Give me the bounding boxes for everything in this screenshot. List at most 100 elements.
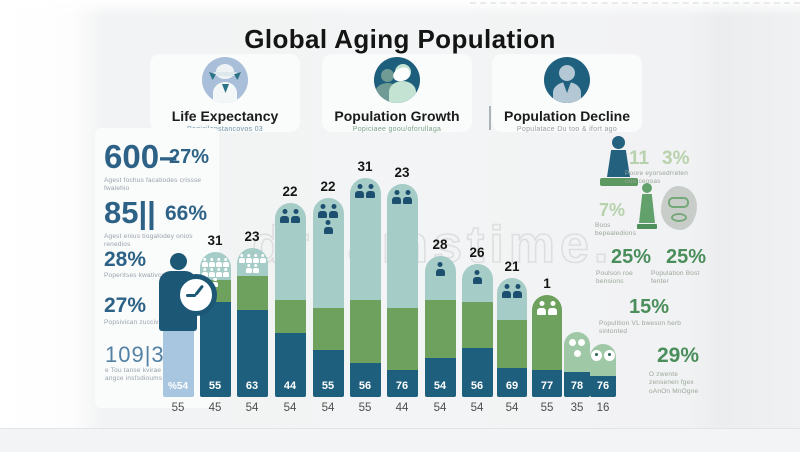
bar-top-value: 23 <box>244 229 260 244</box>
stat-value: 15% <box>629 296 670 318</box>
vertical-divider <box>489 106 491 130</box>
bar-segment <box>349 300 381 363</box>
category-label: Population Growth <box>334 108 460 124</box>
stat-caption: Poore eyorsedrreten oou ceooas <box>625 170 689 186</box>
person-glyph <box>222 268 229 277</box>
bar-segment <box>424 300 456 358</box>
category-subtext: Pogicilopstancovos 03 <box>187 126 263 133</box>
person-glyph <box>201 268 208 277</box>
x-axis-label: 55 <box>171 402 185 414</box>
stat-value: 600– <box>104 138 178 175</box>
people-icon <box>313 203 344 235</box>
category-label: Life Expectancy <box>171 108 279 124</box>
person-glyph <box>252 254 259 263</box>
person-glyph <box>366 184 375 198</box>
category-subtext: Popiciaee goou/oforullaga <box>352 126 442 133</box>
stat-caption: Poperitses kwativcs <box>104 272 165 279</box>
bar-segment <box>199 302 231 397</box>
stat-value: 28% <box>104 248 147 271</box>
bar-top-value: 23 <box>394 165 410 180</box>
green-person-icon <box>637 183 657 229</box>
person-glyph <box>355 184 364 198</box>
person-glyph <box>280 209 289 223</box>
people-icon <box>497 283 527 299</box>
top-white-band <box>0 0 800 16</box>
bar-segment <box>532 370 562 397</box>
stat-caption: Populltion VL bweson herb sintonted <box>599 320 682 336</box>
bar-value: 56 <box>358 380 372 392</box>
stat-value: 27% <box>169 146 210 168</box>
person-glyph <box>215 268 222 277</box>
x-axis-label: 54 <box>283 402 297 414</box>
growth-people-icon <box>374 57 420 103</box>
bar-value: 63 <box>245 380 259 392</box>
bar-top-value: 31 <box>357 159 373 174</box>
stat-caption: Popsivican zuccivion <box>104 319 168 326</box>
chart-bar: 54 <box>424 256 456 397</box>
person-glyph <box>329 204 338 218</box>
bar-top-value: 22 <box>282 184 298 199</box>
bar-value: 44 <box>283 380 297 392</box>
x-axis-label: 54 <box>245 402 259 414</box>
chart-bar: 44 <box>274 203 306 397</box>
stat-value: 66% <box>165 202 208 225</box>
x-axis-label: 55 <box>358 402 372 414</box>
globe-sketch-icon <box>661 186 697 230</box>
bar-segment <box>386 370 418 397</box>
bar-segment <box>497 320 527 368</box>
bar-value: 56 <box>470 380 484 392</box>
people-icon <box>590 349 616 362</box>
stat-caption: O zwente zensenen fgex oAnOn MnOgne <box>649 371 699 395</box>
stat-caption: Population Bost fenter <box>651 270 700 286</box>
bar-top-value: 31 <box>207 233 223 248</box>
page-title: Global Aging Population <box>244 24 556 54</box>
bar-segment <box>312 308 344 350</box>
bar-value: 69 <box>505 380 519 392</box>
stat-value: 7% <box>599 200 626 220</box>
people-icon <box>532 300 562 316</box>
person-glyph <box>252 264 259 273</box>
stat-value: 25% <box>666 246 707 268</box>
people-icon <box>350 183 381 199</box>
people-icon <box>564 337 590 359</box>
person-glyph <box>318 204 327 218</box>
footer-strip <box>0 428 800 452</box>
x-axis-label: 54 <box>433 402 447 414</box>
left-stats-panel <box>95 128 219 408</box>
bar-top-value: 26 <box>469 245 485 260</box>
category-subtext: Populatace Du too & ifort ago <box>516 126 618 133</box>
person-on-podium-icon <box>600 136 638 186</box>
bar-top-value: 1 <box>543 276 551 291</box>
chart-bar: 55 <box>312 198 344 397</box>
person-glyph <box>392 190 401 204</box>
chart-bar: 78 <box>564 332 590 397</box>
chart-bar: 76 <box>386 184 418 397</box>
bar-value: %54 <box>167 381 188 392</box>
person-glyph <box>291 209 300 223</box>
dot-glyph <box>569 339 576 346</box>
bar-segment <box>274 300 306 333</box>
bar-segment <box>461 302 493 348</box>
people-icon <box>387 189 418 205</box>
category-population-decline: Population Decline Populatace Du too & i… <box>492 57 642 133</box>
person-glyph <box>245 254 252 263</box>
person-glyph <box>435 262 445 276</box>
chart-bar: 63 <box>236 248 268 397</box>
stat-caption: Poulson roe bensions <box>596 270 633 286</box>
x-axis-label: 54 <box>321 402 335 414</box>
face-glyph <box>604 350 615 361</box>
bar-value: 55 <box>208 380 222 392</box>
category-label: Population Decline <box>503 108 630 124</box>
person-glyph <box>201 258 208 267</box>
person-glyph <box>208 258 215 267</box>
dot-glyph <box>578 339 585 346</box>
x-axis-label: 16 <box>596 402 610 414</box>
bar-segment <box>590 376 616 397</box>
dot-glyph <box>573 350 581 357</box>
chart-bar: 56 <box>349 178 381 397</box>
decline-person-icon <box>544 57 590 103</box>
chart-bar: 56 <box>461 264 493 397</box>
chart-bar: 77 <box>532 295 562 397</box>
person-glyph <box>537 301 546 315</box>
